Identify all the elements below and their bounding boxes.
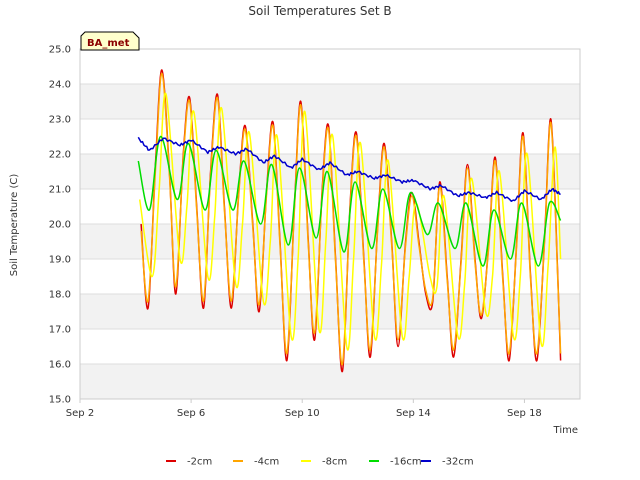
station-badge: BA_met	[80, 31, 140, 51]
x-axis-title: Time	[553, 425, 578, 436]
x-tick-label: Sep 14	[396, 408, 431, 419]
y-tick-label: 15.0	[49, 395, 71, 406]
chart-title: Soil Temperatures Set B	[248, 4, 391, 18]
y-tick-label: 24.0	[49, 80, 71, 91]
y-tick-label: 25.0	[49, 45, 71, 56]
plot-frame	[79, 48, 581, 400]
legend-label: -32cm	[442, 457, 474, 468]
legend-label: -4cm	[254, 457, 279, 468]
y-axis-title: Soil Temperature (C)	[9, 174, 20, 277]
plot-band	[80, 224, 580, 259]
y-tick-labels: 15.0 16.0 17.0 18.0 19.0 20.0 21.0 22.0 23.0 24.0…	[49, 45, 71, 406]
x-tick-label: Sep 18	[507, 408, 542, 419]
x-tick-labels: Sep 2 Sep 6 Sep 10 Sep 14 Sep 18	[66, 408, 542, 419]
y-tick-label: 17.0	[49, 325, 71, 336]
station-badge-label: BA_met	[87, 38, 130, 49]
y-tick-label: 19.0	[49, 255, 71, 266]
x-tick-label: Sep 2	[66, 408, 94, 419]
legend-label: -8cm	[322, 457, 347, 468]
plot-band	[80, 364, 580, 399]
series-lines	[137, 69, 562, 373]
x-tick-label: Sep 10	[285, 408, 320, 419]
legend-label: -16cm	[390, 457, 422, 468]
series-line-minus-32cm	[137, 136, 561, 202]
series-line-minus-8cm	[138, 92, 562, 351]
x-tick-label: Sep 6	[177, 408, 205, 419]
station-badge-shape	[80, 31, 140, 51]
y-tick-label: 21.0	[49, 185, 71, 196]
legend-label: -2cm	[187, 457, 212, 468]
plot-band	[80, 294, 580, 329]
legend: -2cm -4cm -8cm -16cm -32cm	[166, 457, 474, 468]
y-tick-label: 22.0	[49, 150, 71, 161]
y-tick-label: 18.0	[49, 290, 71, 301]
y-tick-label: 16.0	[49, 360, 71, 371]
series-line-minus-16cm	[137, 135, 562, 267]
y-tick-label: 20.0	[49, 220, 71, 231]
y-tick-label: 23.0	[49, 115, 71, 126]
plot-band	[80, 84, 580, 119]
